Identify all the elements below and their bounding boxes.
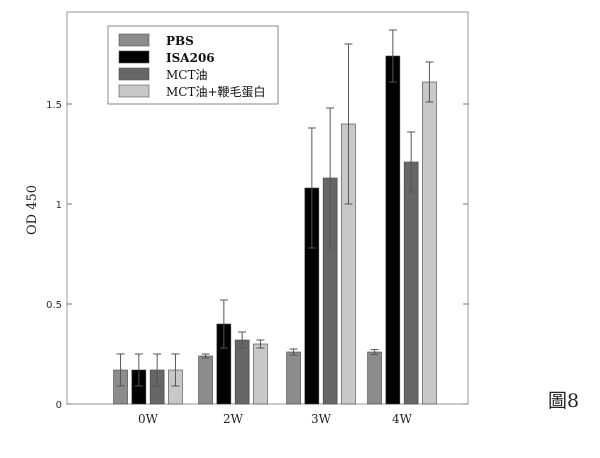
bar — [286, 351, 301, 405]
y-tick-label: 1 — [56, 200, 62, 211]
y-tick-label: 1.5 — [46, 100, 62, 111]
legend-label: MCT油+鞭毛蛋白 — [166, 84, 266, 99]
y-tick-label: 0.5 — [46, 300, 62, 311]
figure-caption: 圖8 — [548, 390, 580, 412]
bar — [403, 161, 419, 405]
x-tick-label: 3W — [311, 412, 332, 426]
legend-label: MCT油 — [166, 68, 207, 82]
legend-label: ISA206 — [166, 51, 215, 65]
x-tick-label: 0W — [138, 412, 159, 426]
chart-bars: 0W 2W 3W 4W — [113, 29, 437, 426]
legend-swatch — [118, 33, 150, 47]
bar — [385, 55, 401, 405]
x-tick-label: 4W — [392, 412, 413, 426]
bar — [422, 81, 437, 405]
legend-label: PBS — [166, 34, 194, 48]
bar — [234, 339, 250, 405]
bar — [198, 355, 213, 405]
bar — [253, 343, 268, 405]
legend-swatch — [118, 84, 150, 98]
bar — [367, 351, 382, 405]
y-axis-label: OD 450 — [25, 185, 40, 235]
legend-swatch — [118, 50, 150, 64]
x-tick-label: 2W — [223, 412, 244, 426]
legend-swatch — [118, 67, 150, 81]
y-tick-label: 0 — [56, 400, 62, 411]
chart-legend: PBS ISA206 MCT油 MCT油+鞭毛蛋白 — [107, 25, 279, 105]
